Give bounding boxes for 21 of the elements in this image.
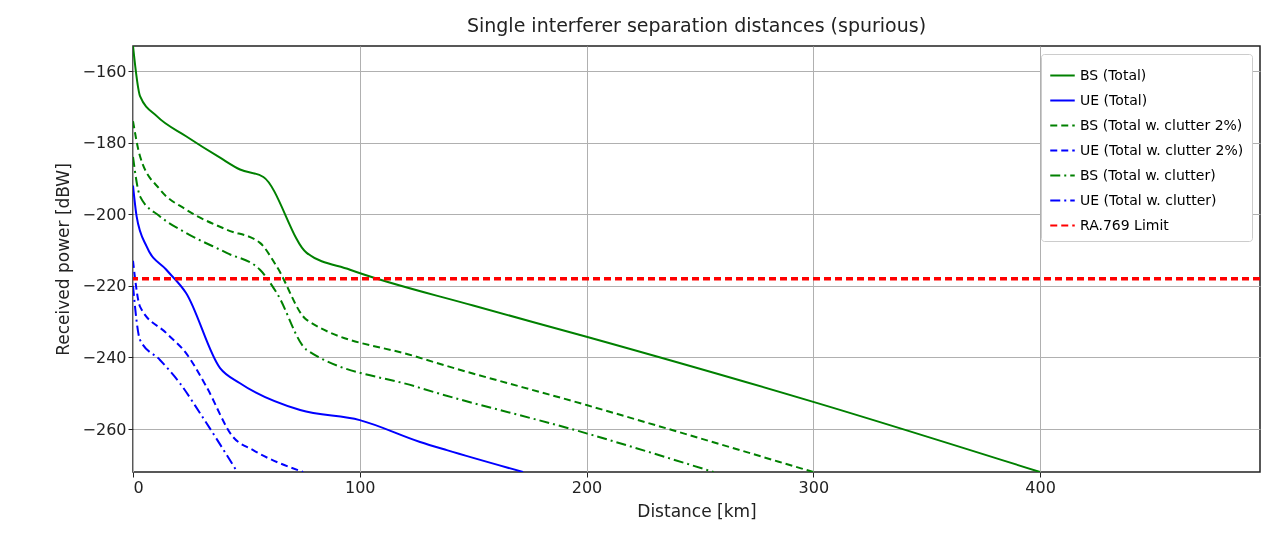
- x-tick-label: 200: [571, 477, 603, 497]
- legend-label: UE (Total w. clutter): [1080, 191, 1217, 208]
- y-tick-label: −260: [82, 419, 127, 439]
- legend-label: BS (Total): [1080, 66, 1147, 83]
- chart-title: Single interferer separation distances (spurious): [466, 14, 927, 36]
- y-axis-title: Received power [dBW]: [52, 163, 73, 356]
- x-tick-label: 0: [133, 477, 144, 497]
- legend-label: RA.769 Limit: [1080, 216, 1170, 233]
- y-tick-label: −200: [82, 204, 127, 224]
- legend-label: BS (Total w. clutter): [1080, 166, 1216, 183]
- y-tick-label: −180: [82, 133, 127, 153]
- y-tick-label: −160: [82, 61, 127, 81]
- x-axis-title: Distance [km]: [637, 500, 757, 521]
- x-tick-label: 300: [798, 477, 830, 497]
- legend-label: UE (Total): [1080, 91, 1148, 108]
- x-tick-label: 100: [344, 477, 376, 497]
- legend-label: BS (Total w. clutter 2%): [1080, 116, 1243, 133]
- legend-label: UE (Total w. clutter 2%): [1080, 141, 1244, 158]
- x-tick-label: 400: [1025, 477, 1056, 497]
- y-tick-label: −220: [82, 276, 127, 296]
- y-tick-label: −240: [82, 347, 127, 367]
